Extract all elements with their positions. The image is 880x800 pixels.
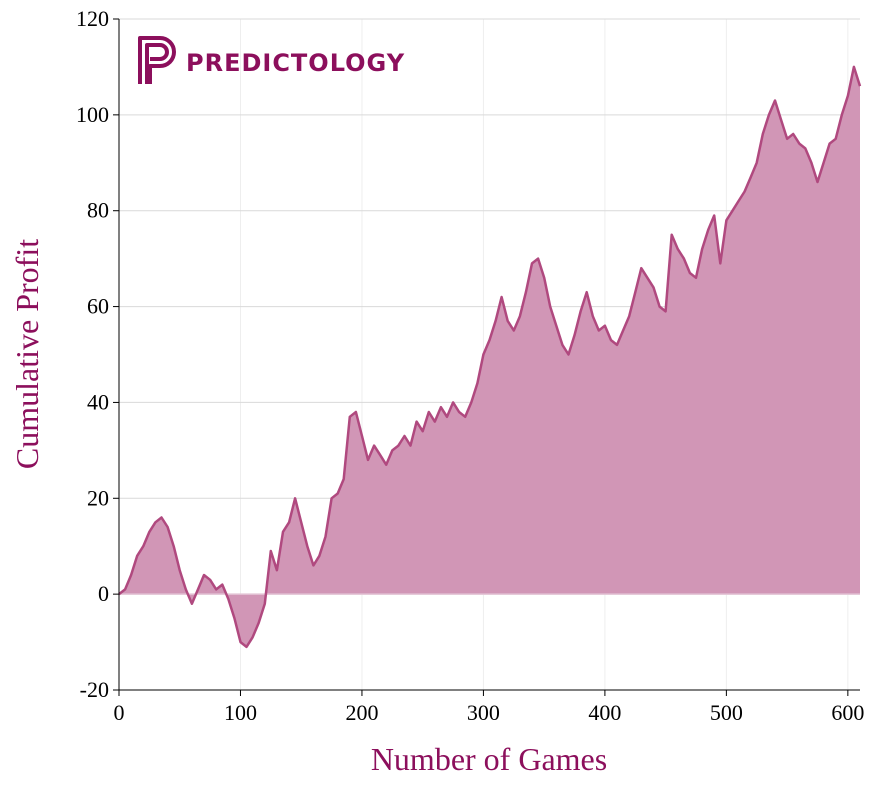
x-tick-label: 600 (831, 700, 864, 725)
predictology-p-logo-icon (138, 36, 176, 84)
predictology-logo: PREDICTOLOGY (138, 36, 405, 84)
x-tick-label: 400 (588, 700, 621, 725)
y-tick-label: -20 (80, 677, 109, 702)
y-tick-label: 120 (76, 6, 109, 31)
x-tick-label: 100 (224, 700, 257, 725)
x-axis-title: Number of Games (371, 741, 607, 777)
x-axis-ticks: 0 100 200 300 400 500 600 (114, 690, 864, 725)
y-tick-label: 100 (76, 102, 109, 127)
axes (118, 19, 860, 691)
x-tick-label: 300 (467, 700, 500, 725)
series-layer (118, 65, 862, 649)
x-tick-label: 200 (345, 700, 378, 725)
y-tick-label: 80 (87, 198, 109, 223)
x-tick-label: 0 (114, 700, 125, 725)
profit-line (118, 65, 862, 649)
logo-text: PREDICTOLOGY (186, 49, 405, 77)
y-axis-ticks: -20 0 20 40 60 80 100 120 (76, 6, 119, 702)
y-tick-label: 40 (87, 389, 109, 414)
profit-area (119, 66, 860, 647)
y-axis-title: Cumulative Profit (9, 239, 45, 469)
y-tick-label: 20 (87, 485, 109, 510)
y-tick-label: 0 (98, 581, 109, 606)
x-tick-label: 500 (710, 700, 743, 725)
y-tick-label: 60 (87, 294, 109, 319)
